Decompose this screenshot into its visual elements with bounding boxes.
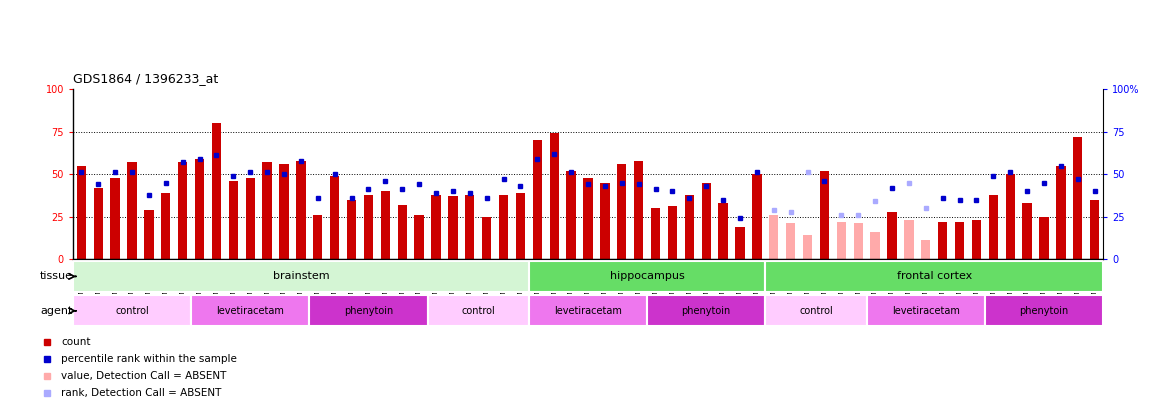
Bar bbox=[280, 164, 288, 259]
Bar bbox=[414, 215, 423, 259]
Bar bbox=[600, 183, 609, 259]
Bar bbox=[567, 171, 576, 259]
Text: control: control bbox=[800, 306, 833, 316]
Bar bbox=[1040, 217, 1049, 259]
Bar bbox=[330, 176, 340, 259]
Bar bbox=[854, 224, 863, 259]
Bar bbox=[938, 222, 948, 259]
Bar bbox=[127, 162, 136, 259]
Bar bbox=[428, 295, 529, 326]
Bar bbox=[888, 211, 896, 259]
Text: GDS1864 / 1396233_at: GDS1864 / 1396233_at bbox=[73, 72, 219, 85]
Bar bbox=[76, 166, 86, 259]
Bar bbox=[94, 188, 102, 259]
Bar bbox=[73, 295, 192, 326]
Bar bbox=[634, 160, 643, 259]
Text: brainstem: brainstem bbox=[273, 271, 329, 281]
Bar bbox=[803, 235, 813, 259]
Text: count: count bbox=[61, 337, 91, 347]
Text: levetiracetam: levetiracetam bbox=[554, 306, 622, 316]
Bar bbox=[904, 220, 914, 259]
Bar bbox=[228, 181, 238, 259]
Bar bbox=[448, 196, 457, 259]
Bar bbox=[684, 194, 694, 259]
Bar bbox=[212, 123, 221, 259]
Bar bbox=[766, 295, 867, 326]
Text: levetiracetam: levetiracetam bbox=[216, 306, 285, 316]
Bar bbox=[921, 241, 930, 259]
Bar bbox=[529, 261, 766, 292]
Bar bbox=[482, 217, 492, 259]
Text: phenytoin: phenytoin bbox=[682, 306, 730, 316]
Bar bbox=[735, 227, 744, 259]
Bar bbox=[617, 164, 627, 259]
Bar bbox=[583, 177, 593, 259]
Bar bbox=[313, 215, 322, 259]
Bar bbox=[719, 203, 728, 259]
Bar bbox=[820, 171, 829, 259]
Bar bbox=[647, 295, 766, 326]
Bar bbox=[786, 224, 795, 259]
Text: rank, Detection Call = ABSENT: rank, Detection Call = ABSENT bbox=[61, 388, 221, 398]
Bar bbox=[984, 295, 1103, 326]
Text: tissue: tissue bbox=[40, 271, 73, 281]
Text: value, Detection Call = ABSENT: value, Detection Call = ABSENT bbox=[61, 371, 227, 381]
Bar bbox=[753, 174, 762, 259]
Bar bbox=[549, 133, 559, 259]
Bar bbox=[178, 162, 187, 259]
Bar bbox=[262, 162, 272, 259]
Bar bbox=[516, 193, 526, 259]
Bar bbox=[246, 177, 255, 259]
Bar bbox=[1005, 174, 1015, 259]
Bar bbox=[533, 140, 542, 259]
Bar bbox=[432, 194, 441, 259]
Bar bbox=[867, 295, 984, 326]
Bar bbox=[73, 261, 529, 292]
Bar bbox=[989, 194, 998, 259]
Bar bbox=[870, 232, 880, 259]
Bar bbox=[1056, 166, 1065, 259]
Text: hippocampus: hippocampus bbox=[609, 271, 684, 281]
Bar bbox=[309, 295, 428, 326]
Text: frontal cortex: frontal cortex bbox=[896, 271, 971, 281]
Bar bbox=[499, 194, 508, 259]
Text: phenytoin: phenytoin bbox=[343, 306, 393, 316]
Bar bbox=[1090, 200, 1100, 259]
Bar bbox=[466, 194, 474, 259]
Bar bbox=[161, 193, 171, 259]
Bar bbox=[529, 295, 647, 326]
Text: percentile rank within the sample: percentile rank within the sample bbox=[61, 354, 238, 364]
Bar bbox=[650, 208, 660, 259]
Bar bbox=[668, 207, 677, 259]
Bar bbox=[347, 200, 356, 259]
Bar bbox=[397, 205, 407, 259]
Text: phenytoin: phenytoin bbox=[1020, 306, 1069, 316]
Bar bbox=[971, 220, 981, 259]
Bar bbox=[766, 261, 1103, 292]
Bar bbox=[381, 191, 390, 259]
Bar bbox=[145, 210, 154, 259]
Bar bbox=[1022, 203, 1031, 259]
Bar bbox=[296, 160, 306, 259]
Bar bbox=[195, 159, 205, 259]
Bar bbox=[769, 215, 779, 259]
Text: levetiracetam: levetiracetam bbox=[891, 306, 960, 316]
Text: control: control bbox=[115, 306, 149, 316]
Bar bbox=[955, 222, 964, 259]
Text: control: control bbox=[461, 306, 495, 316]
Bar bbox=[111, 177, 120, 259]
Bar bbox=[1074, 137, 1082, 259]
Bar bbox=[702, 183, 710, 259]
Text: agent: agent bbox=[40, 306, 73, 316]
Bar bbox=[836, 222, 846, 259]
Bar bbox=[192, 295, 309, 326]
Bar bbox=[363, 194, 373, 259]
